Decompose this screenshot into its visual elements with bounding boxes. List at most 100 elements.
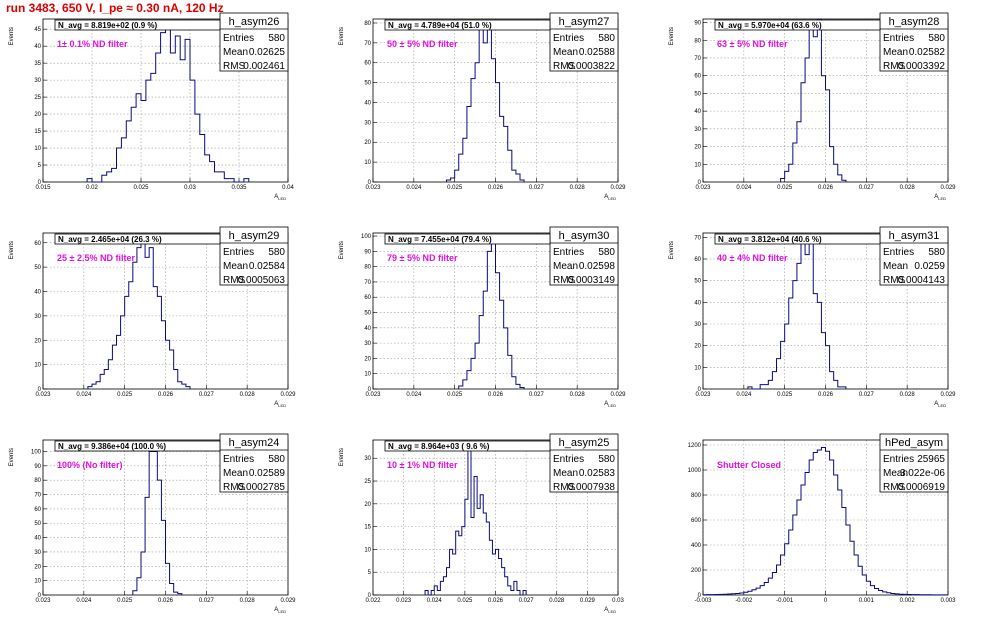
x-tick-label: 0.001: [859, 598, 875, 604]
histogram-panel-hPed_asym: -0.003 -0.002 -0.001 0 0.001 0.002 0.003 0 200 40…: [688, 433, 956, 604]
x-tick-label: 0.024: [406, 185, 422, 191]
filter-label: 1± 0.1% ND filter: [57, 39, 128, 49]
x-tick-label: 0.027: [859, 392, 875, 398]
y-tick-label: 45: [34, 27, 41, 33]
y-tick-label: 25: [364, 479, 371, 485]
x-tick-label: 0.028: [900, 185, 916, 191]
x-tick-label: 0.023: [695, 392, 711, 398]
navg-label: N_avg = 5.970e+04 (63.6 %): [718, 21, 822, 30]
histogram-series: [132, 450, 183, 595]
y-tick-label: 60: [694, 74, 701, 80]
y-tick-label: 80: [364, 21, 371, 27]
x-tick-label: 0.024: [736, 392, 752, 398]
y-tick-label: 50: [364, 311, 371, 317]
x-axis-title-subscript: LED: [278, 196, 286, 201]
stats-box-frame: [879, 226, 949, 286]
y-axis-title: Events: [669, 27, 675, 45]
y-tick-label: 50: [364, 81, 371, 87]
x-tick-label: 0.025: [777, 185, 793, 191]
stat-label-rms: RMS: [223, 61, 246, 72]
y-tick-label: 50: [694, 279, 701, 285]
y-tick-label: 40: [694, 109, 701, 115]
stats-box-title: hPed_asym: [885, 437, 943, 449]
x-tick-label: 0: [824, 598, 828, 604]
x-tick-label: 0.025: [133, 185, 149, 191]
stat-label-entries: Entries: [223, 33, 254, 44]
stat-label-mean: Mean: [553, 47, 578, 58]
stats-box-frame: [549, 12, 619, 72]
histogram-panel-h_asym26: 0.015 0.02 0.025 0.03 0.035 0.04 0 5 10 15 20 25 30 3…: [9, 12, 294, 201]
y-tick-label: 15: [34, 129, 41, 135]
stat-value-rms: 0.002461: [243, 61, 285, 72]
y-tick-label: 90: [34, 464, 41, 470]
y-tick-label: 30: [364, 341, 371, 347]
x-tick-label: 0.028: [240, 598, 256, 604]
navg-box: N_avg = 4.789e+04 (51.0 %): [384, 19, 551, 31]
x-tick-label: 0.025: [447, 392, 463, 398]
y-tick-label: 20: [694, 145, 701, 151]
histogram-panel-h_asym29: 0.023 0.024 0.025 0.026 0.027 0.028 0.029 0 10 20…: [9, 226, 296, 408]
x-axis-title: ALED: [604, 194, 616, 201]
navg-box-frame: [714, 19, 881, 31]
stats-box-title: h_asym28: [889, 16, 940, 28]
y-tick-label: 40: [364, 100, 371, 106]
stat-value-mean: 3.022e-06: [900, 468, 945, 479]
x-tick-label: 0.029: [280, 598, 296, 604]
stat-label-rms: RMS: [223, 482, 246, 493]
histogram-panel-h_asym24: 0.023 0.024 0.025 0.026 0.027 0.028 0.029 0 10 20…: [9, 433, 296, 614]
stat-label-mean: Mean: [223, 47, 248, 58]
x-tick-label: 0.035: [231, 185, 247, 191]
stat-label-mean: Mean: [553, 261, 578, 272]
x-tick-label: 0.027: [519, 598, 535, 604]
x-axis-title: ALED: [274, 607, 286, 614]
x-tick-label: -0.003: [694, 598, 712, 604]
x-tick-label: 0.023: [35, 598, 51, 604]
stats-box-frame: [879, 12, 949, 72]
y-tick-label: 40: [34, 290, 41, 296]
y-tick-label: 20: [34, 338, 41, 344]
x-axis-title-subscript: LED: [278, 403, 286, 408]
navg-box: N_avg = 8.964e+03 ( 9.6 %): [384, 440, 551, 452]
stats-box-title: h_asym31: [889, 230, 940, 242]
y-tick-label: 5: [38, 163, 42, 169]
y-tick-label: 20: [34, 564, 41, 570]
y-tick-label: 40: [694, 300, 701, 306]
stat-value-entries: 580: [928, 247, 945, 258]
y-tick-label: 35: [34, 61, 41, 67]
stat-value-mean: 0.02588: [579, 47, 616, 58]
y-axis-title: Events: [9, 27, 15, 45]
x-axis-title: ALED: [274, 194, 286, 201]
y-tick-label: 800: [691, 493, 702, 499]
stat-value-rms: 0.0005063: [238, 275, 286, 286]
histogram-series: [458, 238, 525, 389]
stat-value-entries: 580: [598, 247, 615, 258]
navg-box: N_avg = 3.812e+04 (40.6 %): [714, 233, 881, 245]
x-tick-label: 0.026: [488, 185, 504, 191]
filter-label: 40 ± 4% ND filter: [717, 253, 788, 263]
y-tick-label: 0: [38, 180, 42, 186]
x-tick-label: 0.003: [940, 598, 956, 604]
y-tick-label: 40: [34, 44, 41, 50]
y-tick-label: 0: [38, 593, 42, 599]
stats-box-frame: [219, 226, 289, 286]
y-tick-label: 90: [694, 21, 701, 27]
stats-box-title: h_asym30: [559, 230, 610, 242]
y-tick-label: 25: [34, 95, 41, 101]
stat-value-rms: 0.0003149: [568, 275, 616, 286]
stats-box: h_asym27 Entries 580 Mean 0.02588RMS0.000382…: [549, 12, 619, 72]
y-tick-label: 200: [691, 568, 702, 574]
stat-label-entries: Entries: [553, 33, 584, 44]
y-tick-label: 50: [694, 91, 701, 97]
y-tick-label: 70: [694, 235, 701, 241]
stat-value-mean: 0.02598: [579, 261, 616, 272]
x-tick-label: -0.002: [735, 598, 753, 604]
stat-value-rms: 0.0007938: [568, 482, 616, 493]
filter-label: Shutter Closed: [717, 460, 781, 470]
stat-label-entries: Entries: [883, 33, 914, 44]
y-axis-title: Events: [339, 448, 345, 466]
x-tick-label: 0.027: [199, 392, 215, 398]
x-tick-label: 0.024: [736, 185, 752, 191]
navg-box: N_avg = 7.455e+04 (79.4 %): [384, 233, 551, 245]
x-tick-label: 0.029: [940, 185, 956, 191]
